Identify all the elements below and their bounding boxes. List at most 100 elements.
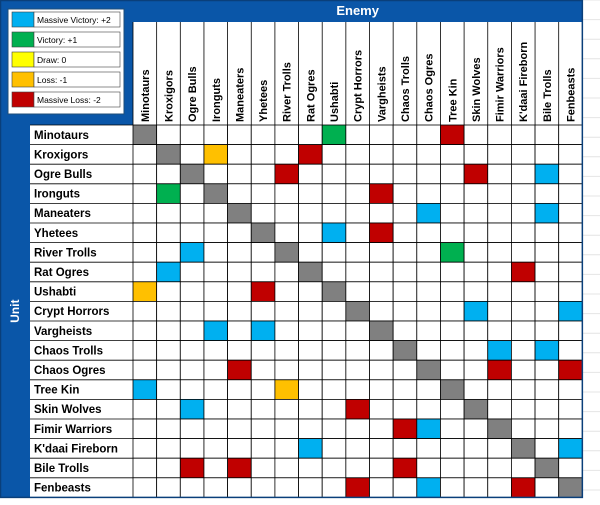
matrix-cell bbox=[392, 359, 418, 381]
matrix-cell bbox=[227, 477, 252, 498]
matrix-cell bbox=[463, 359, 489, 381]
matrix-cell bbox=[440, 144, 465, 165]
matrix-cell bbox=[392, 398, 418, 420]
matrix-cell bbox=[416, 438, 441, 459]
matrix-cell bbox=[321, 379, 347, 400]
matrix-cell bbox=[558, 340, 583, 361]
row-label: Chaos Ogres bbox=[34, 365, 106, 377]
matrix-cell bbox=[203, 124, 228, 146]
matrix-cell bbox=[274, 398, 299, 420]
matrix-cell bbox=[132, 379, 158, 400]
matrix-cell bbox=[227, 261, 252, 283]
matrix-cell bbox=[345, 477, 370, 498]
matrix-cell bbox=[227, 281, 252, 302]
matrix-cell bbox=[132, 438, 158, 459]
matrix-cell bbox=[369, 457, 394, 479]
matrix-cell bbox=[510, 438, 536, 459]
matrix-cell bbox=[416, 340, 441, 361]
column-label: Ushabti bbox=[329, 82, 341, 122]
row-label: Rat Ogres bbox=[34, 267, 89, 279]
matrix-cell bbox=[321, 281, 347, 302]
matrix-cell bbox=[156, 124, 181, 146]
matrix-cell bbox=[534, 398, 560, 420]
matrix-cell bbox=[463, 438, 489, 459]
matrix-cell bbox=[274, 438, 299, 459]
matrix-cell bbox=[463, 163, 489, 185]
matrix-cell bbox=[369, 320, 394, 342]
matrix-cell bbox=[558, 320, 583, 342]
matrix-cell bbox=[156, 281, 181, 302]
legend-label-box bbox=[33, 91, 121, 108]
column-label: Kroxigors bbox=[163, 70, 175, 122]
matrix-cell bbox=[321, 261, 347, 283]
enemy-axis-title: Enemy bbox=[336, 3, 379, 18]
row-label: Kroxigors bbox=[34, 149, 88, 161]
matrix-cell bbox=[132, 144, 158, 165]
matrix-cell bbox=[487, 438, 512, 459]
matrix-cell bbox=[510, 477, 536, 498]
matrix-cell bbox=[298, 242, 323, 263]
matrix-cell bbox=[321, 418, 347, 440]
matrix-cell bbox=[416, 418, 441, 440]
matrix-cell bbox=[440, 300, 465, 322]
row-label: Bile Trolls bbox=[34, 463, 89, 475]
matrix-cell bbox=[440, 261, 465, 283]
matrix-cell bbox=[392, 477, 418, 498]
matrix-cell bbox=[369, 379, 394, 400]
matrix-cell bbox=[203, 183, 228, 204]
matrix-cell bbox=[440, 477, 465, 498]
column-label: Rat Ogres bbox=[305, 69, 317, 122]
legend-entry: Massive Victory: +2 bbox=[37, 15, 111, 25]
matrix-cell bbox=[298, 418, 323, 440]
matrix-cell bbox=[440, 457, 465, 479]
matrix-cell bbox=[463, 340, 489, 361]
matrix-cell bbox=[558, 183, 583, 204]
matrix-cell bbox=[227, 438, 252, 459]
legend-label-box bbox=[33, 11, 121, 28]
matrix-cell bbox=[416, 300, 441, 322]
matrix-cell bbox=[321, 477, 347, 498]
matrix-cell bbox=[534, 477, 560, 498]
matrix-cell bbox=[321, 163, 347, 185]
legend-label-box bbox=[33, 71, 121, 88]
column-label: Chaos Trolls bbox=[400, 56, 412, 122]
matrix-cell bbox=[463, 457, 489, 479]
matrix-cell bbox=[156, 340, 181, 361]
matrix-cell bbox=[203, 340, 228, 361]
matrix-cell bbox=[321, 242, 347, 263]
matrix-cell bbox=[132, 300, 158, 322]
row-label: Minotaurs bbox=[34, 130, 89, 142]
matrix-cell bbox=[156, 398, 181, 420]
matrix-cell bbox=[179, 457, 205, 479]
matrix-cell bbox=[392, 320, 418, 342]
matrix-cell bbox=[132, 359, 158, 381]
row-label: Tree Kin bbox=[34, 385, 79, 397]
legend: Massive Victory: +2 Victory: +1 Draw: 0 Los… bbox=[7, 8, 125, 115]
matrix-cell bbox=[510, 261, 536, 283]
matrix-cell bbox=[558, 359, 583, 381]
matrix-cell bbox=[416, 202, 441, 224]
matrix-cell bbox=[463, 398, 489, 420]
legend-entry: Massive Loss: -2 bbox=[37, 95, 101, 105]
matrix-cell bbox=[487, 163, 512, 185]
matrix-cell bbox=[558, 144, 583, 165]
matrix-cell bbox=[179, 438, 205, 459]
row-label: Ushabti bbox=[34, 287, 76, 299]
matrix-cell bbox=[487, 300, 512, 322]
legend-swatch bbox=[11, 11, 35, 28]
matrix-cell bbox=[203, 300, 228, 322]
matrix-cell bbox=[534, 222, 560, 244]
matrix-cell bbox=[369, 340, 394, 361]
matrix-cell bbox=[250, 438, 276, 459]
row-label: Ogre Bulls bbox=[34, 169, 92, 181]
column-label: Crypt Horrors bbox=[353, 50, 365, 122]
column-label: Minotaurs bbox=[140, 69, 152, 122]
matrix-cell bbox=[227, 202, 252, 224]
matrix-cell bbox=[298, 144, 323, 165]
matrix-cell bbox=[298, 438, 323, 459]
matrix-cell bbox=[487, 222, 512, 244]
matrix-cell bbox=[156, 477, 181, 498]
matrix-cell bbox=[227, 183, 252, 204]
matrix-cell bbox=[156, 163, 181, 185]
matrix-cell bbox=[463, 124, 489, 146]
